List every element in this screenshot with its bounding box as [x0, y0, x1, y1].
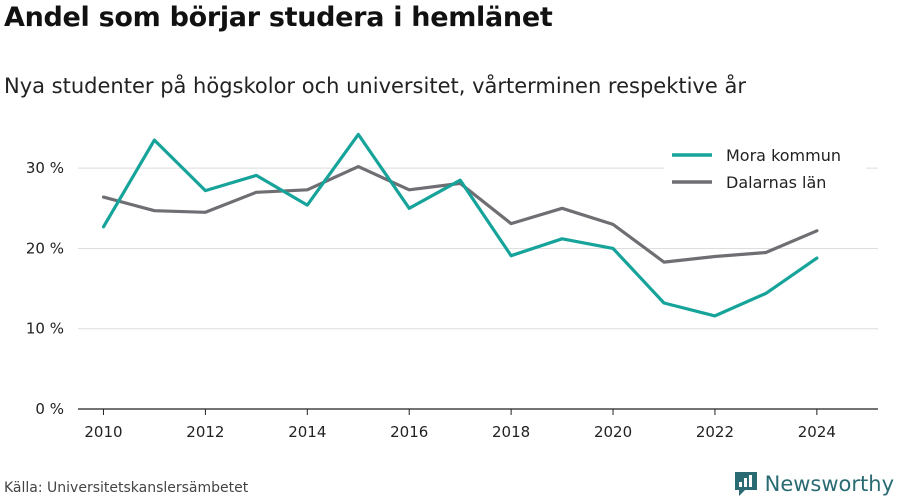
brand-name: Newsworthy	[764, 472, 894, 496]
y-tick-label: 10 %	[26, 320, 64, 338]
x-tick-label: 2022	[696, 423, 734, 441]
legend-label: Dalarnas län	[726, 173, 826, 192]
x-tick-label: 2010	[84, 423, 122, 441]
y-tick-label: 0 %	[35, 400, 64, 418]
chart-title: Andel som börjar studera i hemlänet	[4, 2, 553, 33]
x-tick-label: 2020	[594, 423, 632, 441]
y-tick-label: 20 %	[26, 239, 64, 257]
series-line	[101, 132, 819, 318]
y-tick-label: 30 %	[26, 159, 64, 177]
chart-subtitle: Nya studenter på högskolor och universit…	[4, 74, 746, 98]
x-tick-label: 2014	[288, 423, 326, 441]
x-tick-label: 2024	[798, 423, 836, 441]
x-tick-label: 2016	[390, 423, 428, 441]
series-lines	[101, 132, 819, 318]
axes: 0 % 10 % 20 % 30 % 2010 2012 2014 2016 2018 2020 2…	[26, 159, 878, 441]
legend: Mora kommun Dalarnas län	[664, 140, 866, 196]
newsworthy-logo-icon	[734, 472, 757, 496]
series-line	[101, 165, 819, 264]
x-tick-label: 2018	[492, 423, 530, 441]
brand-logo: Newsworthy	[733, 470, 894, 498]
legend-label: Mora kommun	[726, 146, 841, 165]
source-note: Källa: Universitetskanslersämbetet	[4, 480, 249, 496]
x-tick-label: 2012	[186, 423, 224, 441]
legend-background	[664, 140, 866, 196]
